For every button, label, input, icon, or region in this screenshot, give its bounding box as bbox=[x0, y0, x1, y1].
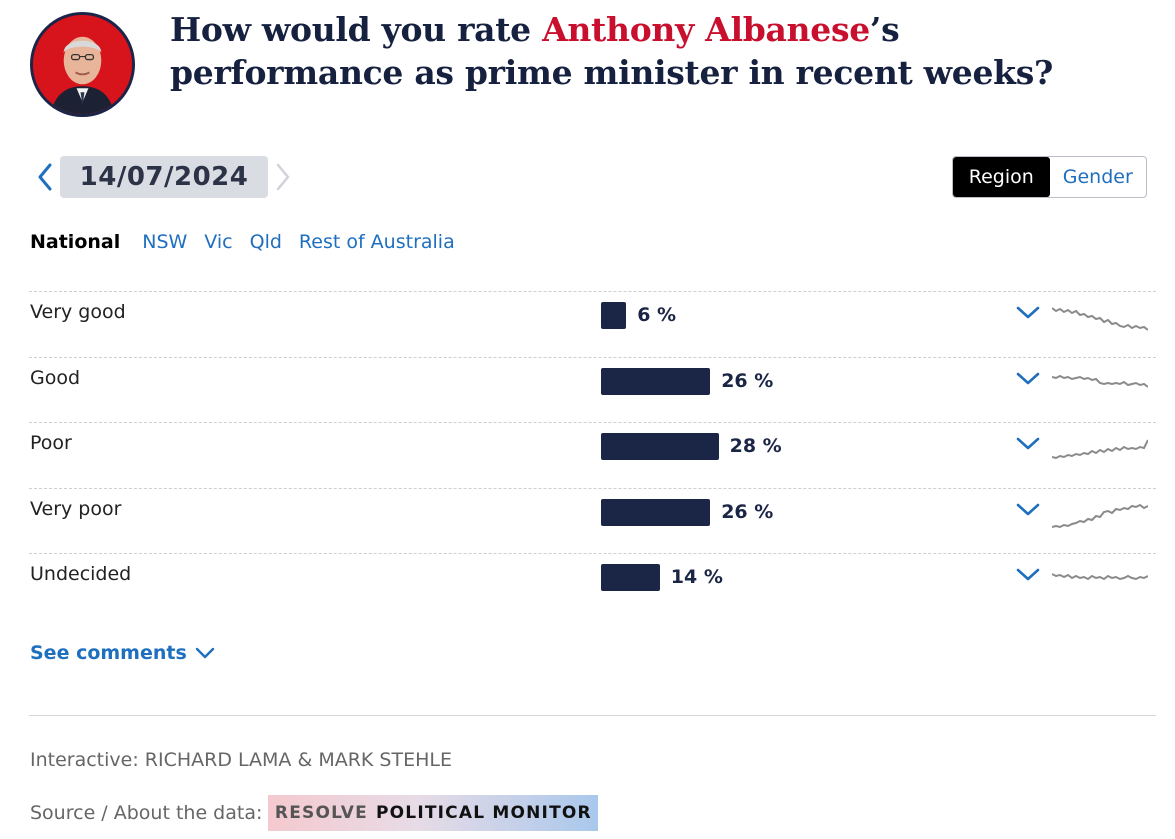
toggle-region[interactable]: Region bbox=[953, 157, 1050, 197]
chevron-down-icon[interactable] bbox=[1015, 435, 1041, 453]
result-label: Poor bbox=[30, 432, 72, 454]
result-percentage: 28 % bbox=[729, 435, 782, 457]
chevron-down-icon bbox=[195, 647, 214, 659]
result-bar bbox=[601, 302, 627, 329]
result-percentage: 6 % bbox=[637, 304, 677, 326]
question-text-start: How would you rate bbox=[170, 10, 543, 49]
result-label: Undecided bbox=[30, 563, 132, 585]
results-list: Very good 6 % Good 26 % Poor 28 % Very p… bbox=[29, 291, 1156, 619]
result-row: Very good 6 % bbox=[29, 291, 1156, 357]
trend-sparkline bbox=[1052, 503, 1148, 528]
tab-qld[interactable]: Qld bbox=[249, 231, 282, 253]
result-row: Poor 28 % bbox=[29, 422, 1156, 488]
chevron-down-icon[interactable] bbox=[1015, 304, 1041, 322]
breakdown-toggle: Region Gender bbox=[952, 156, 1147, 198]
trend-sparkline bbox=[1052, 439, 1148, 460]
result-percentage: 14 % bbox=[670, 566, 723, 588]
trend-sparkline bbox=[1052, 307, 1148, 331]
see-comments-button[interactable]: See comments bbox=[30, 642, 215, 664]
result-bar bbox=[601, 433, 719, 460]
chevron-down-icon[interactable] bbox=[1015, 566, 1041, 584]
avatar bbox=[30, 12, 135, 117]
result-percentage: 26 % bbox=[721, 369, 774, 392]
question-text-end: ’s performance as prime minister in rece… bbox=[170, 10, 1054, 92]
result-row: Very poor 26 % bbox=[29, 487, 1156, 554]
previous-date-button[interactable] bbox=[30, 156, 60, 198]
trend-sparkline bbox=[1052, 573, 1148, 581]
chevron-left-icon bbox=[38, 163, 52, 191]
current-date: 14/07/2024 bbox=[60, 156, 268, 198]
date-navigator: 14/07/2024 bbox=[30, 156, 298, 198]
portrait-icon bbox=[33, 15, 132, 114]
tab-national[interactable]: National bbox=[30, 231, 121, 253]
source-line: Source / About the data: RESOLVE POLITIC… bbox=[30, 795, 599, 831]
brand-words-political-monitor: POLITICAL MONITOR bbox=[375, 803, 592, 823]
result-row: Good 26 % bbox=[29, 356, 1156, 423]
result-bar bbox=[601, 564, 660, 591]
chevron-down-icon[interactable] bbox=[1015, 370, 1041, 388]
page-title: How would you rate Anthony Albanese’s pe… bbox=[170, 8, 1130, 94]
chevron-down-icon[interactable] bbox=[1015, 501, 1041, 519]
source-label: Source / About the data: bbox=[30, 802, 263, 824]
result-label: Good bbox=[30, 366, 81, 389]
footer-divider bbox=[29, 715, 1156, 716]
question-name: Anthony Albanese bbox=[542, 10, 870, 49]
source-brand-link[interactable]: RESOLVE POLITICAL MONITOR bbox=[268, 795, 599, 831]
result-label: Very good bbox=[30, 301, 126, 323]
see-comments-label: See comments bbox=[30, 642, 187, 664]
chevron-right-icon bbox=[276, 163, 290, 191]
result-bar bbox=[601, 367, 711, 395]
toggle-gender[interactable]: Gender bbox=[1062, 166, 1133, 188]
next-date-button[interactable] bbox=[268, 156, 298, 198]
result-row: Undecided 14 % bbox=[29, 553, 1156, 619]
tab-nsw[interactable]: NSW bbox=[142, 231, 188, 253]
tab-vic[interactable]: Vic bbox=[204, 231, 233, 253]
result-label: Very poor bbox=[30, 497, 122, 520]
result-percentage: 26 % bbox=[721, 500, 774, 523]
tab-rest-of-australia[interactable]: Rest of Australia bbox=[298, 231, 455, 253]
result-bar bbox=[601, 498, 711, 526]
trend-sparkline bbox=[1052, 374, 1148, 388]
region-tabs: National NSW Vic Qld Rest of Australia bbox=[30, 231, 472, 253]
brand-word-resolve: RESOLVE bbox=[274, 803, 368, 823]
interactive-credit: Interactive: RICHARD LAMA & MARK STEHLE bbox=[30, 749, 452, 771]
